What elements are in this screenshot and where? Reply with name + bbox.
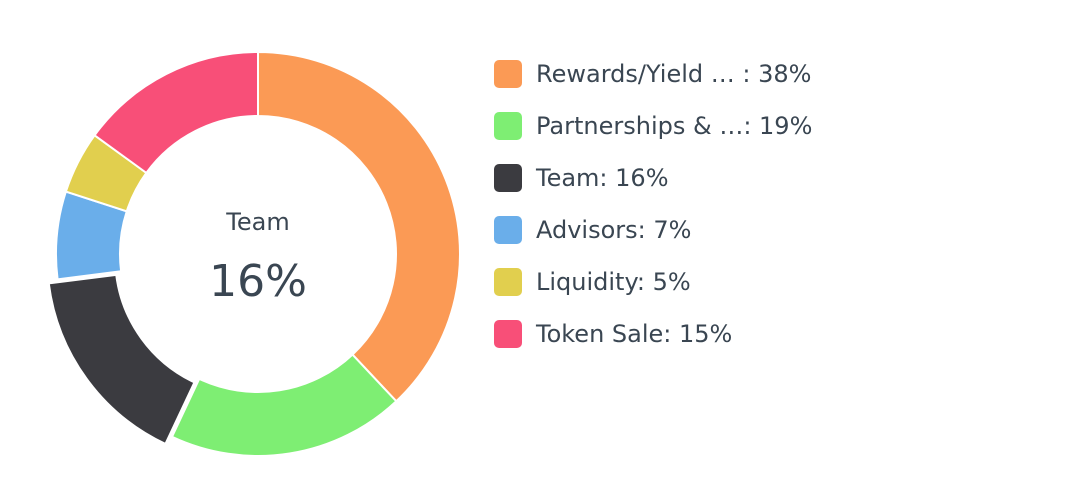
legend-label: Rewards/Yield … : 38% <box>536 60 812 88</box>
center-value: 16% <box>209 256 307 307</box>
legend-item-liquidity[interactable]: Liquidity: 5% <box>494 256 812 308</box>
legend-swatch <box>494 320 522 348</box>
legend-swatch <box>494 216 522 244</box>
legend-item-token-sale[interactable]: Token Sale: 15% <box>494 308 812 360</box>
legend-label: Token Sale: 15% <box>536 320 733 348</box>
donut-slice-token-sale[interactable] <box>93 50 259 175</box>
legend-swatch <box>494 268 522 296</box>
center-label: Team <box>226 208 290 236</box>
donut-slice-rewards-yield[interactable] <box>257 50 462 403</box>
legend-item-rewards-yield[interactable]: Rewards/Yield … : 38% <box>494 48 812 100</box>
donut-slice-team[interactable] <box>47 273 196 446</box>
donut-chart <box>47 50 462 457</box>
legend-item-partnerships[interactable]: Partnerships & …: 19% <box>494 100 812 152</box>
donut-slice-partnerships[interactable] <box>170 353 398 457</box>
legend-swatch <box>494 112 522 140</box>
legend-label: Advisors: 7% <box>536 216 692 244</box>
legend-label: Partnerships & …: 19% <box>536 112 813 140</box>
legend-swatch <box>494 60 522 88</box>
legend-item-team[interactable]: Team: 16% <box>494 152 812 204</box>
legend-label: Liquidity: 5% <box>536 268 691 296</box>
chart-legend: Rewards/Yield … : 38% Partnerships & …: … <box>494 48 812 360</box>
legend-swatch <box>494 164 522 192</box>
legend-item-advisors[interactable]: Advisors: 7% <box>494 204 812 256</box>
legend-label: Team: 16% <box>536 164 669 192</box>
